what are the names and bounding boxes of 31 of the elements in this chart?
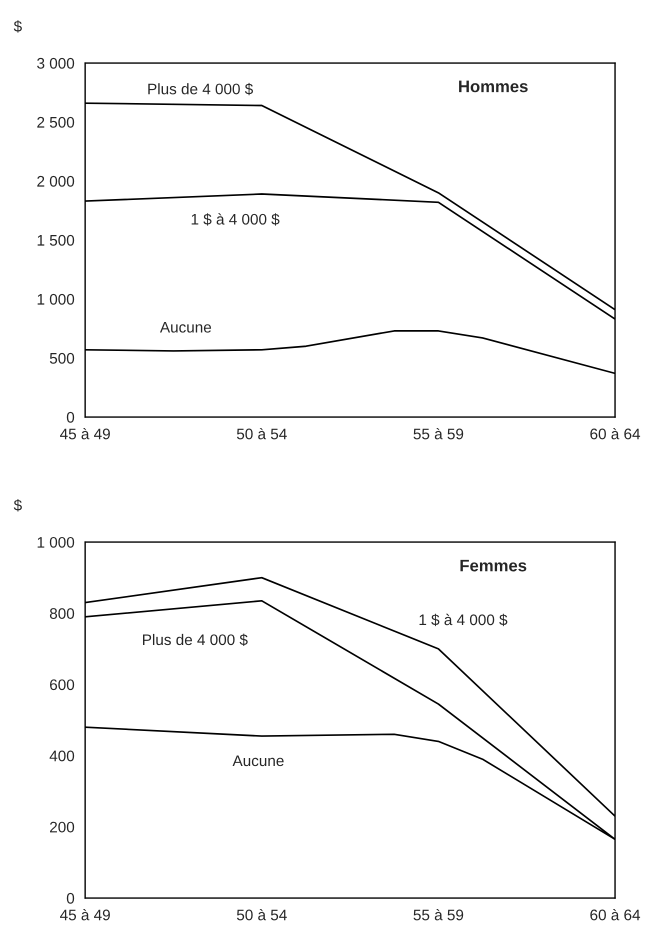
y-tick-label: 800 bbox=[50, 608, 74, 619]
x-tick-label: 55 à 59 bbox=[414, 908, 464, 920]
y-tick-label: 400 bbox=[50, 750, 74, 762]
y-tick-label: 1 000 bbox=[38, 294, 74, 305]
y-axis-title: $ bbox=[14, 499, 22, 512]
series-label: Plus de 4 000 $ bbox=[143, 634, 248, 646]
y-tick-label: 1 500 bbox=[38, 234, 74, 246]
y-tick-label: 2 500 bbox=[37, 116, 74, 128]
series-label: Aucune bbox=[160, 322, 212, 333]
y-tick-label: 500 bbox=[50, 352, 74, 364]
text: Hommes bbox=[459, 80, 528, 92]
text: Femmes bbox=[460, 560, 526, 572]
series-label: 1 $ à 4 000 $ bbox=[192, 213, 280, 226]
y-axis-title: $ bbox=[14, 20, 22, 33]
y-tick-label: 2 000 bbox=[37, 176, 74, 187]
x-tick-label: 55 à 59 bbox=[414, 428, 464, 440]
x-tick-label: 60 à 64 bbox=[590, 908, 640, 920]
y-tick-label: 0 bbox=[66, 412, 74, 423]
y-tick-label: 1 000 bbox=[38, 536, 74, 548]
y-tick-label: 0 bbox=[66, 892, 74, 904]
series-label: 1 $ à 4 000 $ bbox=[420, 614, 508, 626]
x-tick-label: 50 à 54 bbox=[236, 908, 287, 920]
x-tick-label: 45 à 49 bbox=[60, 908, 110, 920]
x-tick-label: 50 à 54 bbox=[236, 428, 287, 440]
y-tick-label: 600 bbox=[50, 679, 74, 690]
series-label: Plus de 4 000 $ bbox=[148, 82, 253, 96]
series-label: Aucune bbox=[232, 756, 284, 766]
y-tick-label: 200 bbox=[50, 822, 74, 833]
x-tick-label: 60 à 64 bbox=[590, 428, 640, 440]
y-tick-label: 3 000 bbox=[37, 58, 74, 69]
x-tick-label: 45 à 49 bbox=[60, 428, 110, 440]
